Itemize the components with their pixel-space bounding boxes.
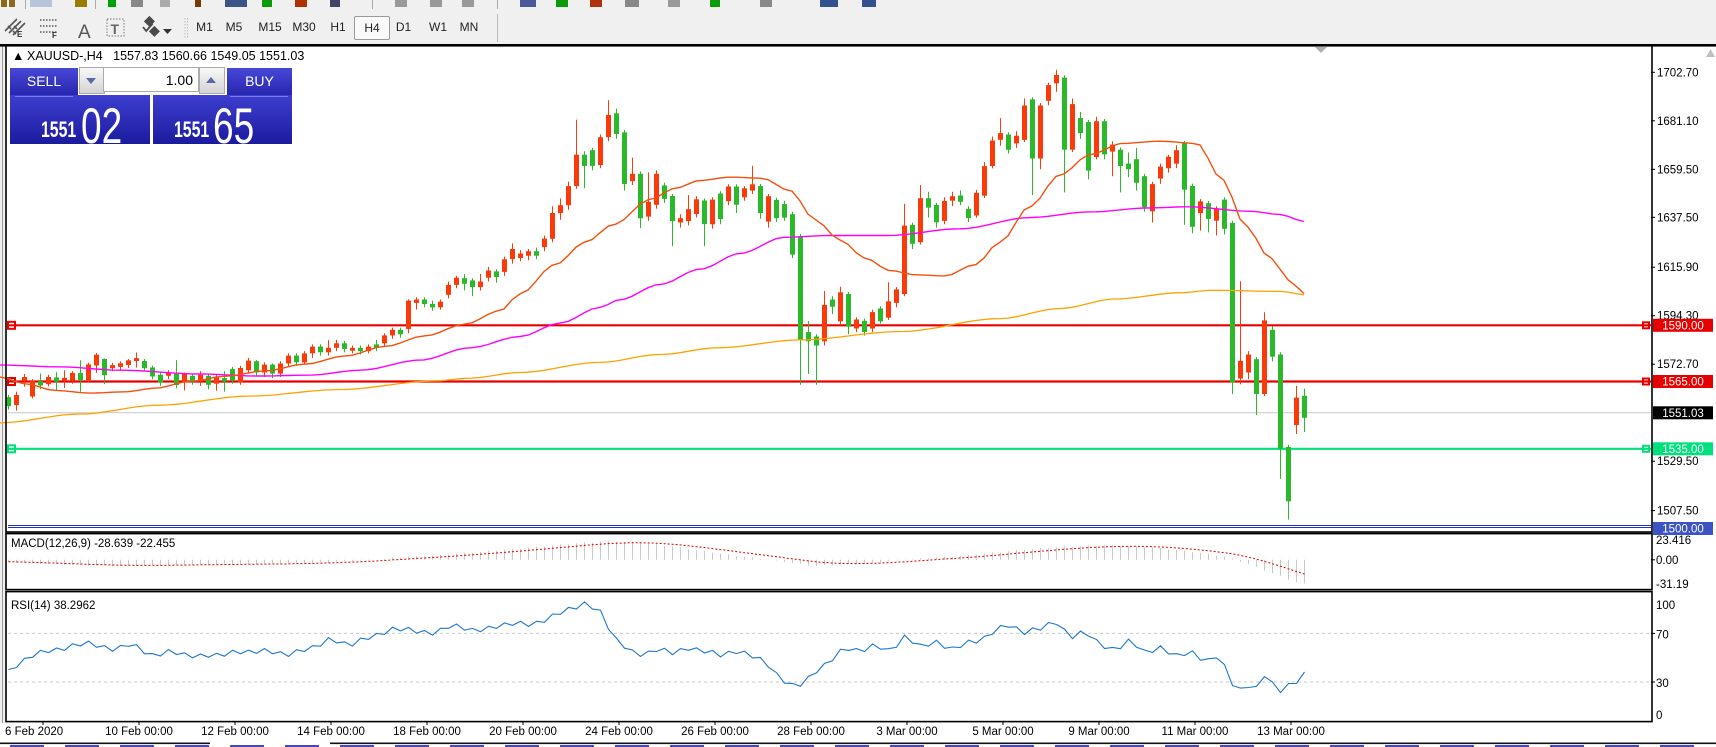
svg-text:1535.00: 1535.00 (1662, 444, 1704, 456)
svg-text:12 Feb 00:00: 12 Feb 00:00 (201, 726, 269, 738)
svg-text:F: F (52, 31, 57, 40)
svg-text:1681.10: 1681.10 (1657, 116, 1699, 128)
svg-text:24 Feb 00:00: 24 Feb 00:00 (585, 726, 653, 738)
svg-text:1551.03: 1551.03 (1662, 408, 1704, 420)
svg-text:1572.70: 1572.70 (1657, 359, 1699, 371)
svg-text:XAUUSD-,H4 1557.83 1560.66 1: XAUUSD-,H4 1557.83 1560.66 1549.05 1551.… (27, 49, 304, 63)
svg-text:1702.70: 1702.70 (1657, 67, 1699, 79)
svg-text:MACD(12,26,9) -28.639 -22.455: MACD(12,26,9) -28.639 -22.455 (11, 538, 175, 550)
svg-text:T: T (111, 21, 120, 37)
svg-text:14 Feb 00:00: 14 Feb 00:00 (297, 726, 365, 738)
svg-text:A: A (78, 22, 91, 40)
svg-text:9 Mar 00:00: 9 Mar 00:00 (1068, 726, 1129, 738)
svg-text:1500.00: 1500.00 (1662, 524, 1704, 536)
svg-text:26 Feb 00:00: 26 Feb 00:00 (681, 726, 749, 738)
svg-text:28 Feb 00:00: 28 Feb 00:00 (777, 726, 845, 738)
svg-text:1529.50: 1529.50 (1657, 456, 1699, 468)
svg-text:1565.00: 1565.00 (1662, 377, 1704, 389)
svg-text:RSI(14) 38.2962: RSI(14) 38.2962 (11, 600, 95, 612)
svg-text:1637.50: 1637.50 (1657, 212, 1699, 224)
svg-text:▲: ▲ (12, 49, 24, 63)
svg-text:30: 30 (1656, 678, 1669, 690)
svg-text:5 Mar 00:00: 5 Mar 00:00 (972, 726, 1033, 738)
svg-text:1615.90: 1615.90 (1657, 262, 1699, 274)
svg-text:18 Feb 00:00: 18 Feb 00:00 (393, 726, 461, 738)
svg-text:1590.00: 1590.00 (1662, 320, 1704, 332)
svg-text:0: 0 (1656, 710, 1662, 722)
svg-text:6 Feb 2020: 6 Feb 2020 (5, 726, 63, 738)
svg-text:-31.19: -31.19 (1656, 579, 1689, 591)
svg-text:10 Feb 00:00: 10 Feb 00:00 (105, 726, 173, 738)
svg-text:E: E (17, 30, 23, 39)
svg-text:1507.50: 1507.50 (1657, 506, 1699, 518)
svg-text:23.416: 23.416 (1656, 535, 1691, 547)
svg-text:70: 70 (1656, 630, 1669, 642)
svg-text:13 Mar 00:00: 13 Mar 00:00 (1257, 726, 1325, 738)
svg-text:0.00: 0.00 (1656, 555, 1678, 567)
svg-text:3 Mar 00:00: 3 Mar 00:00 (876, 726, 937, 738)
svg-text:1659.50: 1659.50 (1657, 164, 1699, 176)
svg-text:11 Mar 00:00: 11 Mar 00:00 (1162, 726, 1229, 738)
svg-text:100: 100 (1656, 600, 1675, 612)
svg-text:20 Feb 00:00: 20 Feb 00:00 (489, 726, 557, 738)
